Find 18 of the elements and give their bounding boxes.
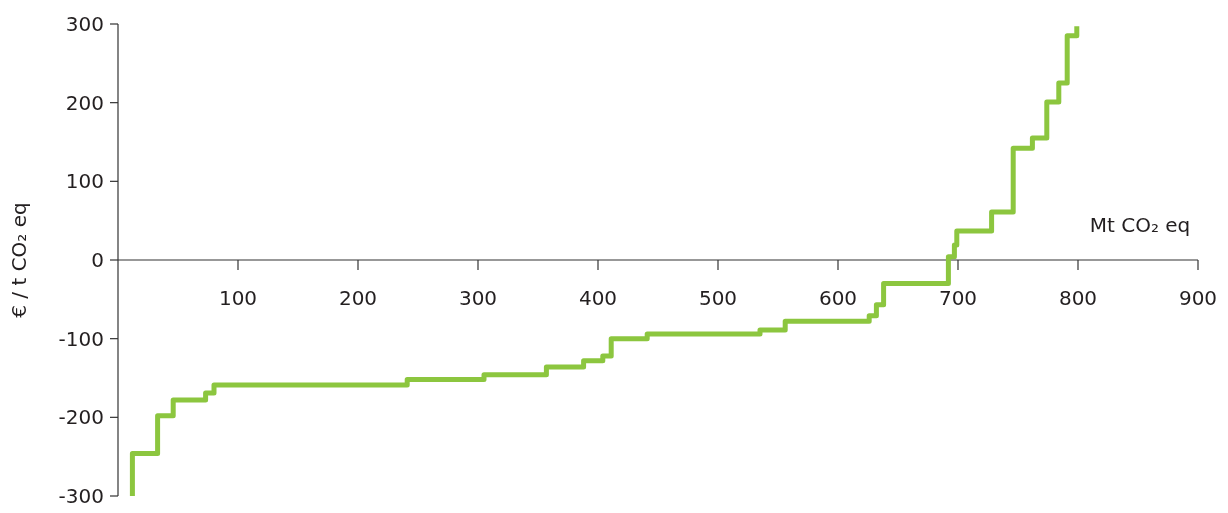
y-tick-label: -200 (58, 405, 104, 430)
y-tick-label: 0 (91, 248, 104, 272)
y-tick-label: -100 (58, 326, 104, 351)
x-axis-title: Mt CO₂ eq (1089, 213, 1191, 237)
x-tick-label: 100 (218, 286, 258, 310)
x-tick-label: 300 (458, 286, 498, 310)
x-tick-label: 600 (818, 286, 858, 310)
x-tick-label: 800 (1058, 286, 1098, 310)
y-tick-label: 300 (65, 12, 104, 36)
x-tick-label: 400 (578, 286, 618, 310)
y-tick-label: 200 (65, 90, 104, 115)
x-tick-label: 700 (938, 286, 978, 310)
x-tick-label: 900 (1178, 286, 1218, 310)
y-tick-label: -300 (58, 484, 104, 508)
x-tick-label: 200 (338, 286, 378, 310)
y-tick-label: 100 (65, 169, 104, 194)
x-tick-label: 500 (698, 286, 738, 310)
y-axis-title: € / t CO₂ eq (7, 202, 31, 318)
